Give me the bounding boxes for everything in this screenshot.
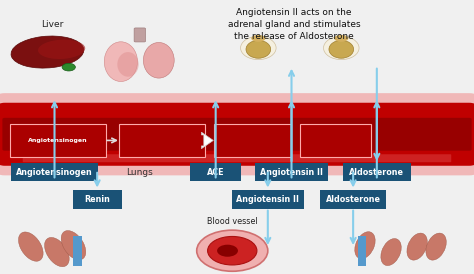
FancyBboxPatch shape: [255, 163, 328, 181]
Ellipse shape: [104, 42, 137, 82]
FancyBboxPatch shape: [190, 163, 241, 181]
FancyBboxPatch shape: [73, 190, 121, 209]
FancyBboxPatch shape: [11, 163, 98, 181]
Text: Angiotensin II: Angiotensin II: [260, 168, 323, 176]
FancyBboxPatch shape: [214, 124, 291, 157]
Ellipse shape: [143, 42, 174, 78]
Text: Angiotensinogen: Angiotensinogen: [28, 138, 88, 143]
Text: Renin: Renin: [84, 195, 110, 204]
Text: Aldosterone: Aldosterone: [349, 168, 404, 176]
Ellipse shape: [334, 35, 348, 42]
Text: Angiotensin II: Angiotensin II: [237, 195, 299, 204]
Ellipse shape: [381, 239, 401, 266]
FancyBboxPatch shape: [343, 163, 410, 181]
Text: Liver: Liver: [41, 20, 64, 29]
Text: ACE: ACE: [207, 168, 224, 176]
Ellipse shape: [329, 41, 354, 58]
FancyBboxPatch shape: [10, 124, 106, 157]
Ellipse shape: [251, 35, 265, 42]
Ellipse shape: [117, 52, 138, 77]
Circle shape: [217, 245, 238, 257]
FancyBboxPatch shape: [320, 190, 386, 209]
FancyBboxPatch shape: [2, 118, 472, 151]
Text: Lungs: Lungs: [127, 168, 153, 176]
Text: Angiotensin II acts on the
adrenal gland and stimulates
the release of Aldostero: Angiotensin II acts on the adrenal gland…: [228, 8, 360, 41]
FancyBboxPatch shape: [0, 93, 474, 175]
Text: Blood vessel: Blood vessel: [207, 217, 257, 226]
Ellipse shape: [45, 238, 69, 267]
Ellipse shape: [246, 41, 271, 58]
Circle shape: [62, 63, 75, 71]
Ellipse shape: [407, 233, 428, 260]
Ellipse shape: [18, 232, 43, 261]
FancyBboxPatch shape: [134, 28, 146, 42]
Ellipse shape: [426, 233, 447, 260]
Ellipse shape: [323, 36, 359, 60]
Bar: [73, 236, 82, 266]
Text: Angiotensinogen: Angiotensinogen: [16, 168, 93, 176]
FancyBboxPatch shape: [231, 190, 304, 209]
Ellipse shape: [241, 36, 276, 60]
Bar: [358, 236, 366, 266]
Circle shape: [197, 230, 268, 271]
FancyArrow shape: [201, 132, 213, 149]
Text: Aldosterone: Aldosterone: [326, 195, 381, 204]
FancyBboxPatch shape: [119, 124, 205, 157]
Ellipse shape: [11, 36, 84, 68]
Ellipse shape: [38, 40, 85, 59]
FancyBboxPatch shape: [300, 124, 371, 157]
Ellipse shape: [61, 231, 86, 260]
FancyBboxPatch shape: [23, 154, 451, 162]
Ellipse shape: [355, 232, 375, 259]
FancyBboxPatch shape: [0, 103, 474, 166]
Circle shape: [208, 236, 257, 265]
